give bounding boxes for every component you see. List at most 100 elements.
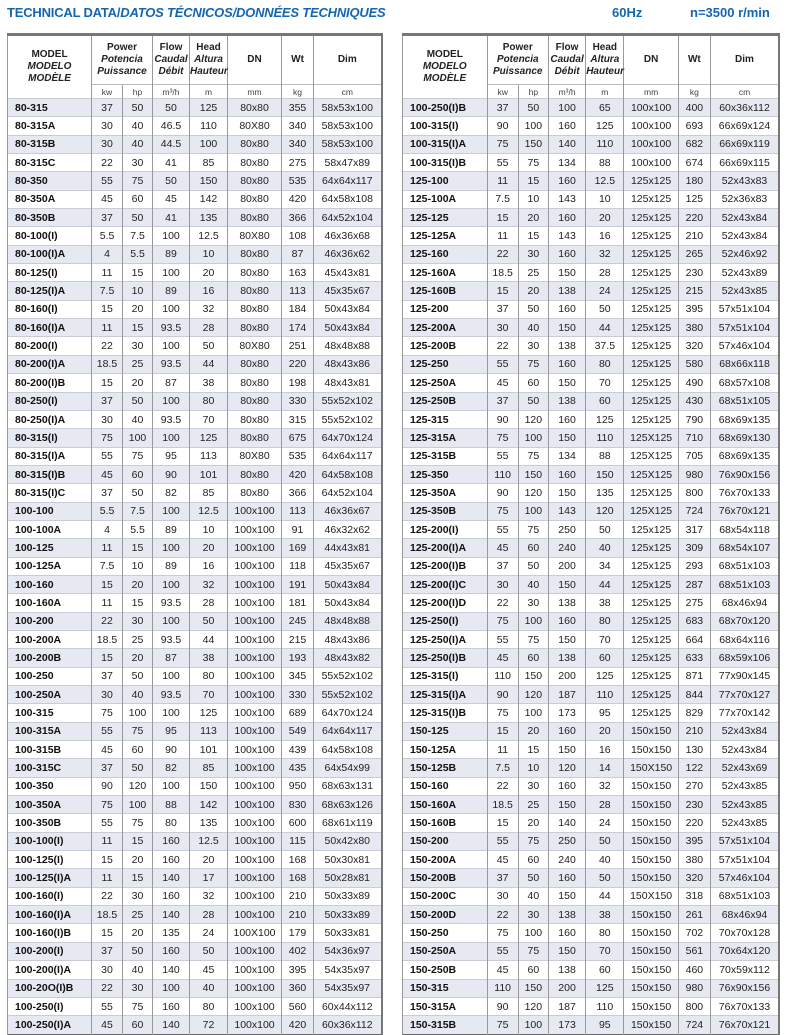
- cell-kw: 45: [486, 850, 519, 869]
- cell-wt: 395: [677, 831, 711, 851]
- cell-dim: 60x44x112: [313, 996, 382, 1016]
- cell-kw: 55: [486, 941, 519, 961]
- cell-kw: 45: [486, 648, 519, 668]
- cell-wt: 287: [677, 574, 711, 594]
- cell-wt: 113: [281, 281, 314, 301]
- cell-model: 125-250(I)B: [402, 648, 488, 668]
- table-row: 100-200(I)A 30 40 140 45 100x100 395 54x35x97: [7, 960, 382, 979]
- cell-dn: 80x80: [227, 391, 282, 411]
- cell-flow: 100: [547, 97, 586, 117]
- cell-kw: 30: [91, 409, 123, 429]
- cell-wt: 320: [677, 336, 711, 356]
- column-header-dim: Dim: [709, 34, 779, 85]
- cell-dim: 48x43x81: [313, 373, 382, 392]
- cell-kw: 75: [91, 703, 123, 723]
- cell-model: 100-350B: [7, 813, 92, 833]
- cell-kw: 90: [486, 483, 519, 503]
- cell-kw: 7.5: [486, 189, 519, 209]
- cell-dim: 48x48x88: [313, 611, 382, 631]
- cell-wt: 490: [677, 373, 711, 392]
- table-row: 125-350 110 150 160 150 125X125 980 76x90x156: [402, 464, 779, 484]
- cell-flow: 160: [547, 464, 586, 484]
- cell-hp: 60: [121, 740, 153, 759]
- cell-dn: 100x100: [227, 886, 282, 906]
- cell-head: 150: [585, 464, 624, 484]
- table-row: 100-200B 15 20 87 38 100x100 193 48x43x82: [7, 648, 382, 668]
- cell-head: 80: [585, 611, 624, 631]
- cell-flow: 140: [547, 134, 586, 154]
- cell-hp: 150: [517, 464, 549, 484]
- column-header-power: Power Potencia Puissance: [90, 34, 153, 85]
- cell-head: 40: [585, 850, 624, 869]
- cell-kw: 45: [486, 373, 519, 392]
- cell-kw: 11: [91, 318, 123, 337]
- cell-flow: 200: [547, 556, 586, 576]
- table-row: 125-125 15 20 160 20 125x125 220 52x43x84: [402, 208, 779, 227]
- cell-head: 40: [585, 538, 624, 558]
- cell-kw: 90: [486, 116, 519, 136]
- cell-wt: 230: [677, 795, 711, 814]
- cell-hp: 100: [517, 611, 549, 631]
- cell-dim: 52x46x92: [709, 244, 779, 264]
- cell-wt: 293: [677, 556, 711, 576]
- table-row: 100-125(I) 15 20 160 20 100x100 168 50x30x81: [7, 850, 382, 869]
- cell-kw: 15: [91, 850, 123, 869]
- cell-kw: 11: [91, 593, 123, 613]
- cell-model: 80-350A: [7, 189, 92, 209]
- cell-hp: 40: [517, 574, 549, 594]
- cell-head: 28: [189, 905, 228, 924]
- cell-flow: 160: [547, 171, 586, 191]
- cell-model: 125-350: [402, 464, 488, 484]
- cell-hp: 25: [121, 629, 153, 649]
- cell-head: 12.5: [585, 171, 624, 191]
- cell-dim: 52x43x84: [709, 226, 779, 246]
- cell-wt: 400: [677, 97, 711, 117]
- cell-hp: 25: [517, 795, 549, 814]
- cell-dim: 64x70x124: [313, 703, 382, 723]
- cell-head: 16: [189, 281, 228, 301]
- table-row: 100-315(I) 90 100 160 125 100x100 693 66x69x124: [402, 116, 779, 136]
- cell-head: 125: [585, 666, 624, 686]
- cell-model: 150-250: [402, 923, 488, 943]
- cell-hp: 75: [121, 813, 153, 833]
- cell-kw: 15: [486, 813, 519, 833]
- cell-dn: 150x150: [623, 813, 679, 833]
- table-row: 125-200A 30 40 150 44 125x125 380 57x51x104: [402, 318, 779, 337]
- cell-model: 100-315(I)A: [402, 134, 488, 154]
- cell-wt: 395: [677, 299, 711, 319]
- cell-flow: 87: [152, 373, 190, 392]
- table-row: 80-160(I)A 11 15 93.5 28 80x80 174 50x43x84: [7, 318, 382, 337]
- cell-hp: 50: [121, 391, 153, 411]
- cell-wt: 355: [281, 97, 314, 117]
- cell-head: 32: [585, 776, 624, 796]
- cell-flow: 143: [547, 501, 586, 521]
- cell-kw: 45: [486, 538, 519, 558]
- cell-dn: 125x125: [623, 519, 679, 539]
- cell-dn: 100x100: [227, 703, 282, 723]
- table-row: 80-350 55 75 50 150 80x80 535 64x64x117: [7, 171, 382, 191]
- cell-dim: 50x28x81: [313, 868, 382, 888]
- table-row: 100-350B 55 75 80 135 100x100 600 68x61x119: [7, 813, 382, 833]
- cell-kw: 30: [91, 116, 123, 136]
- cell-dim: 64x64x117: [313, 446, 382, 466]
- cell-dim: 76x90x156: [709, 464, 779, 484]
- column-header-flow: Flow Caudal Débit: [547, 34, 586, 85]
- table-row: 150-200B 37 50 160 50 150x150 320 57x46x104: [402, 868, 779, 888]
- table-row: 100-315(I)B 55 75 134 88 100x100 674 66x69x115: [402, 153, 779, 172]
- cell-model: 125-200(I)B: [402, 556, 488, 576]
- cell-dim: 52x43x85: [709, 281, 779, 301]
- cell-model: 125-315(I)B: [402, 703, 488, 723]
- cell-kw: 7.5: [486, 758, 519, 778]
- table-row: 100-250(I)B 37 50 100 65 100x100 400 60x36x112: [402, 97, 779, 117]
- cell-flow: 160: [547, 208, 586, 227]
- cell-flow: 160: [152, 996, 190, 1016]
- table-row: 100-250A 30 40 93.5 70 100x100 330 55x52x102: [7, 684, 382, 704]
- cell-model: 125-250(I)A: [402, 629, 488, 649]
- unit-label: kw: [91, 84, 123, 99]
- table-row: 100-160(I)A 18.5 25 140 28 100x100 210 50x33x89: [7, 905, 382, 924]
- cell-wt: 191: [281, 574, 314, 594]
- cell-model: 125-200A: [402, 318, 488, 337]
- cell-flow: 138: [547, 336, 586, 356]
- cell-head: 10: [189, 244, 228, 264]
- cell-hp: 20: [121, 299, 153, 319]
